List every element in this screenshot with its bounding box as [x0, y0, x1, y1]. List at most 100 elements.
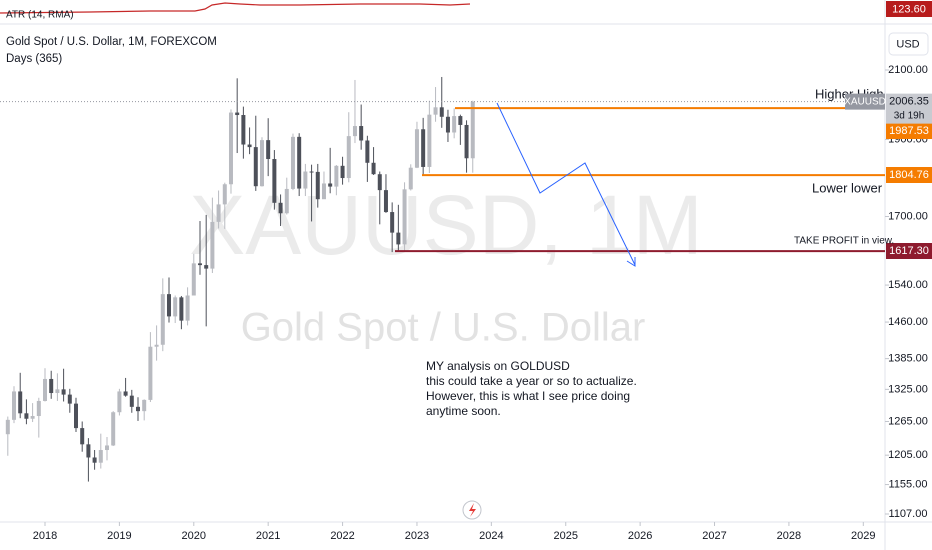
candle-body: [179, 297, 184, 321]
overlay-label: Days (365): [6, 53, 62, 65]
alert-bolt: [469, 503, 476, 517]
x-tick-label: 2028: [777, 530, 801, 542]
candle-body: [272, 159, 277, 203]
y-tick-label: 2100.00: [888, 64, 928, 76]
candle-body: [123, 391, 128, 396]
candle-body: [458, 116, 463, 125]
candle-body: [173, 297, 178, 317]
candle-body: [371, 162, 376, 175]
x-tick-label: 2024: [479, 530, 503, 542]
y-tick-label: 1155.00: [889, 478, 928, 490]
candle-body: [464, 124, 469, 159]
candle-body: [204, 265, 209, 269]
candle-body: [86, 444, 91, 458]
candle-body: [241, 115, 246, 145]
candle-body: [290, 136, 295, 189]
x-tick-label: 2019: [107, 530, 131, 542]
candle-body: [74, 403, 79, 429]
candle-body: [30, 416, 35, 419]
candle-body: [222, 184, 227, 205]
symbol-tag-label: XAUUSD: [844, 96, 886, 107]
candle-body: [12, 391, 17, 420]
candle-body: [80, 428, 85, 445]
watermark-symbol: XAUUSD, 1M: [189, 178, 702, 272]
y-tick-label: 1540.00: [888, 279, 928, 291]
candle-body: [396, 232, 401, 245]
x-tick-label: 2022: [330, 530, 354, 542]
candle-body: [92, 457, 97, 463]
level-tag-label: 1804.76: [889, 169, 929, 181]
x-tick-label: 2018: [33, 530, 57, 542]
candle-body: [452, 116, 457, 133]
candle-body: [321, 183, 326, 200]
candle-body: [259, 140, 264, 187]
candle-body: [315, 171, 320, 200]
candle-body: [36, 400, 41, 417]
candle-body: [43, 378, 48, 401]
currency-label[interactable]: USD: [896, 38, 919, 50]
y-tick-label: 1700.00: [888, 210, 928, 222]
candle-body: [210, 221, 215, 269]
x-tick-label: 2020: [182, 530, 206, 542]
symbol-title: Gold Spot / U.S. Dollar, 1M, FOREXCOM: [6, 36, 217, 48]
candle-body: [427, 114, 432, 167]
analysis-text: However, this is what I see price doing: [426, 389, 630, 403]
candle-body: [421, 129, 426, 167]
candle-body: [228, 112, 233, 185]
candle-body: [111, 412, 116, 446]
candle-body: [383, 190, 388, 213]
x-tick-label: 2026: [628, 530, 652, 542]
candle-body: [340, 165, 345, 179]
candle-body: [154, 344, 159, 347]
candle-body: [235, 112, 240, 116]
candle-body: [61, 389, 66, 395]
projection-path: [496, 102, 636, 266]
analysis-text: this could take a year or so to actualiz…: [426, 374, 637, 388]
candle-body: [278, 202, 283, 214]
candle-body: [135, 406, 140, 412]
candle-body: [129, 395, 134, 407]
candle-body: [148, 346, 153, 400]
candle-body: [49, 378, 54, 394]
level-tag-label: 1617.30: [889, 245, 929, 257]
candle-body: [284, 188, 289, 214]
candle-body: [216, 204, 221, 222]
candle-body: [18, 391, 23, 414]
y-tick-label: 1385.00: [888, 353, 928, 365]
x-tick-label: 2025: [553, 530, 577, 542]
candle-body: [390, 212, 395, 233]
atr-line: [0, 2, 471, 14]
candle-body: [253, 147, 258, 187]
x-tick-label: 2021: [256, 530, 280, 542]
candle-body: [445, 116, 450, 133]
candle-body: [433, 107, 438, 115]
candle-body: [98, 450, 103, 463]
candle-body: [67, 394, 72, 404]
candle-body: [328, 183, 333, 187]
candle-body: [414, 129, 419, 168]
current-price-label: 2006.35: [889, 96, 929, 108]
candle-body: [266, 140, 271, 160]
indicator-value: 123.60: [892, 3, 926, 15]
y-tick-label: 1325.00: [888, 383, 928, 395]
level-tag: [886, 123, 932, 139]
countdown-label: 3d 19h: [894, 110, 925, 121]
x-tick-label: 2029: [851, 530, 875, 542]
symbol-tag: [845, 93, 885, 110]
projection-arrow: [626, 257, 636, 267]
candle-body: [309, 171, 314, 173]
y-tick-label: 1460.00: [888, 316, 928, 328]
analysis-text: MY analysis on GOLDUSD: [426, 359, 570, 373]
y-tick-label: 1107.00: [889, 508, 928, 520]
candle-body: [247, 144, 252, 148]
currency-button[interactable]: [888, 32, 929, 56]
candle-body: [346, 136, 351, 179]
watermark-description: Gold Spot / U.S. Dollar: [241, 306, 646, 350]
y-tick-label: 1205.00: [888, 449, 928, 461]
level-tag-label: 1987.53: [889, 125, 929, 137]
analysis-text: anytime soon.: [426, 404, 501, 418]
candle-body: [352, 126, 357, 137]
